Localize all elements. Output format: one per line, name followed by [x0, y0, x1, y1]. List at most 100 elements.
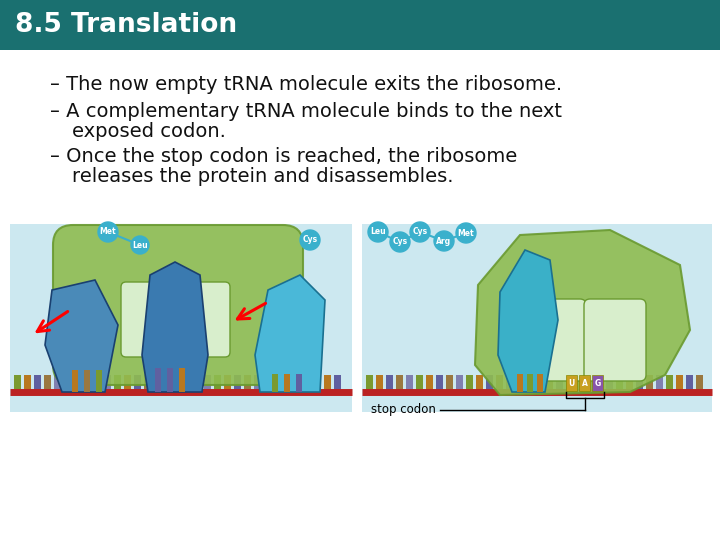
Circle shape [410, 222, 430, 242]
Polygon shape [475, 230, 690, 395]
Circle shape [404, 5, 444, 45]
Bar [179, 368, 185, 392]
Text: releases the protein and disassembles.: releases the protein and disassembles. [72, 167, 454, 186]
Circle shape [674, 5, 714, 45]
Bar [274, 375, 281, 391]
Bar [294, 375, 301, 391]
Bar [174, 375, 181, 391]
Text: G: G [595, 379, 600, 388]
Bar [386, 375, 393, 391]
Circle shape [638, 5, 678, 45]
Circle shape [350, 5, 390, 45]
Bar [96, 370, 102, 392]
Bar [592, 375, 603, 391]
Circle shape [386, 5, 426, 45]
Bar [72, 370, 78, 392]
Bar [94, 375, 101, 391]
Circle shape [296, 5, 336, 45]
Bar [272, 374, 278, 392]
Bar [362, 224, 712, 412]
Bar [686, 375, 693, 391]
Bar [666, 375, 673, 391]
Polygon shape [142, 262, 208, 392]
Bar [536, 375, 543, 391]
Bar [556, 375, 563, 391]
Circle shape [476, 5, 516, 45]
Bar [284, 375, 291, 391]
Bar [54, 375, 61, 391]
Bar [646, 375, 653, 391]
Bar [184, 375, 191, 391]
Bar [486, 375, 493, 391]
Bar [506, 375, 513, 391]
Circle shape [456, 223, 476, 243]
Bar [154, 375, 161, 391]
Text: Cys: Cys [413, 227, 428, 237]
Circle shape [98, 222, 118, 242]
Bar [676, 375, 683, 391]
Bar [496, 375, 503, 391]
Circle shape [314, 5, 354, 45]
Text: Leu: Leu [132, 240, 148, 249]
FancyBboxPatch shape [176, 282, 230, 357]
Text: 8.5 Translation: 8.5 Translation [15, 12, 237, 38]
Bar [376, 375, 383, 391]
FancyBboxPatch shape [121, 282, 175, 357]
Bar [626, 375, 633, 391]
Bar [696, 375, 703, 391]
Text: U: U [568, 379, 575, 388]
Bar [10, 224, 352, 412]
Bar [596, 375, 603, 391]
FancyBboxPatch shape [584, 299, 646, 381]
Circle shape [494, 5, 534, 45]
Circle shape [656, 5, 696, 45]
Bar [416, 375, 423, 391]
Circle shape [260, 5, 300, 45]
Bar [436, 375, 443, 391]
Bar [144, 375, 151, 391]
Bar [636, 375, 643, 391]
Bar [14, 375, 21, 391]
Bar [576, 375, 583, 391]
Bar [124, 375, 131, 391]
Circle shape [390, 232, 410, 252]
Text: Met: Met [458, 228, 474, 238]
Bar [324, 375, 331, 391]
Bar [516, 375, 523, 391]
Polygon shape [45, 280, 118, 392]
Bar [64, 375, 71, 391]
Bar [304, 375, 311, 391]
Text: Arg: Arg [436, 237, 451, 246]
Text: – The now empty tRNA molecule exits the ribosome.: – The now empty tRNA molecule exits the … [50, 75, 562, 94]
Bar [84, 375, 91, 391]
Circle shape [602, 5, 642, 45]
Circle shape [300, 230, 320, 250]
Text: exposed codon.: exposed codon. [72, 122, 226, 141]
Bar [586, 375, 593, 391]
Bar [296, 374, 302, 392]
Bar [566, 375, 573, 391]
Bar [0, 0, 720, 50]
Bar [84, 370, 90, 392]
Circle shape [131, 236, 149, 254]
Circle shape [530, 5, 570, 45]
Bar [396, 375, 403, 391]
FancyBboxPatch shape [53, 225, 303, 385]
Bar [606, 375, 613, 391]
Bar [526, 375, 533, 391]
Bar [546, 375, 553, 391]
Bar [656, 375, 663, 391]
Bar [314, 375, 321, 391]
Circle shape [434, 231, 454, 251]
Bar [34, 375, 41, 391]
Bar [334, 375, 341, 391]
Text: A: A [582, 379, 588, 388]
Bar [244, 375, 251, 391]
Text: Cys: Cys [392, 238, 408, 246]
Bar [224, 375, 231, 391]
Bar [537, 374, 543, 392]
Bar [204, 375, 211, 391]
Polygon shape [498, 250, 558, 392]
Text: – Once the stop codon is reached, the ribosome: – Once the stop codon is reached, the ri… [50, 147, 517, 166]
Polygon shape [255, 275, 325, 392]
